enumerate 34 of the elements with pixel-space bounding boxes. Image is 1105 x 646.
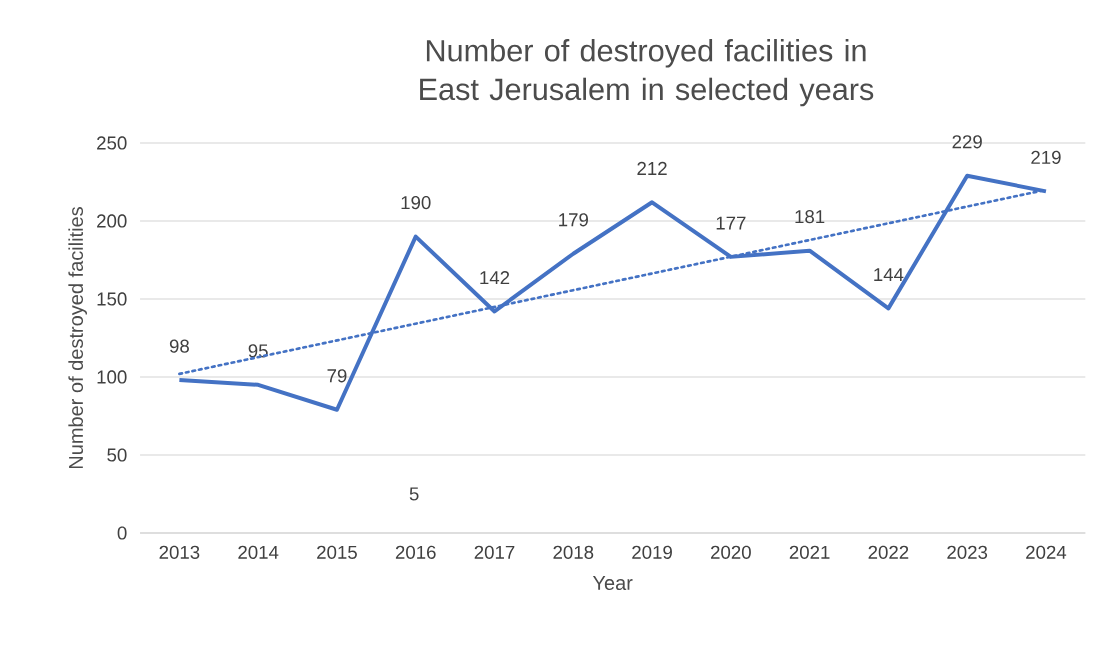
x-tick-label: 2024 [1026,545,1067,559]
data-label: 229 [952,135,982,149]
annotation: 5 [409,487,419,501]
data-label: 190 [401,195,431,210]
data-label: 181 [795,210,825,224]
data-label: 177 [716,216,746,230]
x-tick-label: 2017 [474,545,515,559]
data-label: 98 [169,339,189,353]
data-label: 79 [327,369,347,383]
x-tick-label: 2014 [238,545,279,559]
data-label: 142 [480,271,510,285]
data-label: 219 [1031,150,1061,164]
data-label: 212 [637,161,667,175]
x-tick-label: 2022 [868,545,909,559]
x-tick-label: 2021 [789,545,830,559]
x-tick-label: 2019 [632,545,672,559]
data-label: 179 [559,213,588,227]
chart-title: Number of destroyed facilities in East Jerusalem in selected years [420,39,874,107]
x-axis-title: Year [592,576,633,591]
x-tick-label: 2018 [553,545,594,559]
y-tick-label: 50 [107,448,127,462]
y-tick-label: 250 [97,136,127,150]
x-tick-label: 2023 [947,545,988,559]
y-tick-label: 100 [97,370,127,384]
y-tick-label: 200 [97,214,127,228]
y-tick-label: 0 [117,526,127,540]
data-label: 144 [874,268,904,281]
data-label: 95 [248,344,268,358]
y-tick-label: 150 [97,292,127,306]
x-tick-label: 2020 [711,545,751,559]
x-tick-label: 2015 [317,545,357,559]
y-axis-title: Number of destroyed facilities [68,207,87,469]
x-tick-label: 2013 [159,545,200,559]
x-tick-label: 2016 [395,545,436,559]
